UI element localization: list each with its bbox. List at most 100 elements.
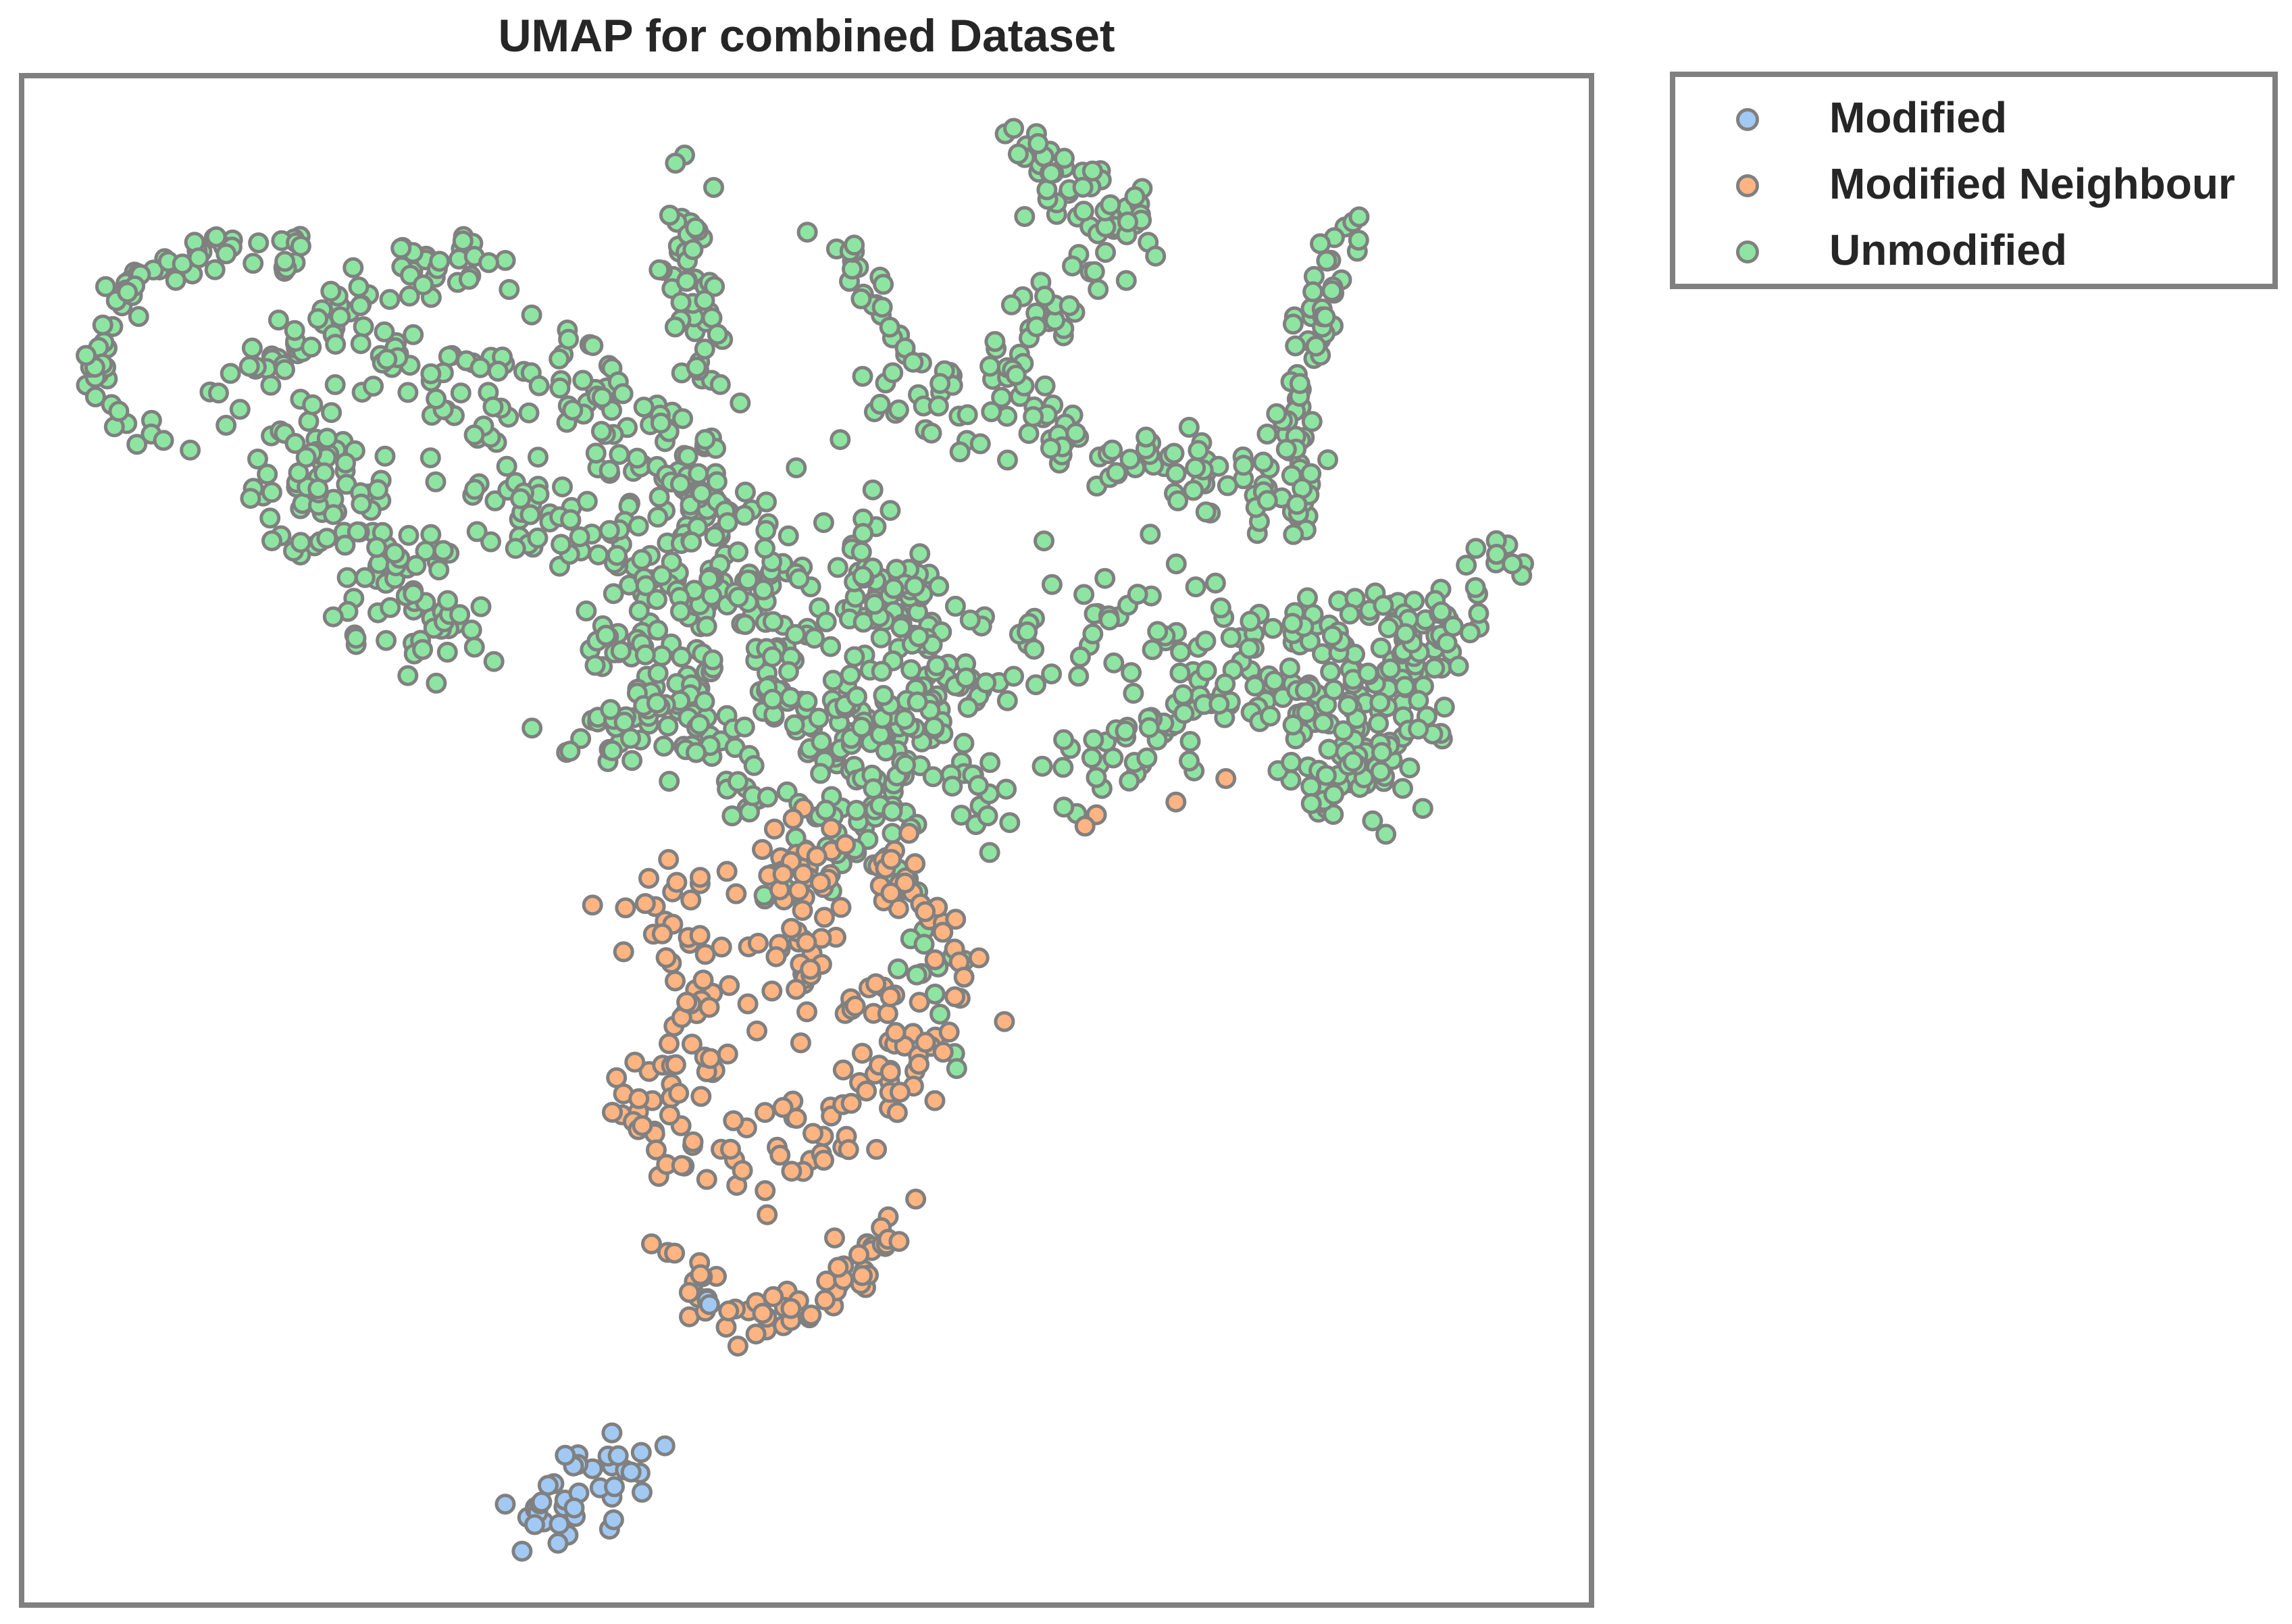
data-point-modified-neighbour [1165, 791, 1187, 813]
data-point-unmodified [694, 290, 715, 311]
data-point-unmodified [1313, 712, 1334, 734]
data-point-unmodified [979, 355, 1000, 377]
data-point-unmodified [1172, 684, 1194, 705]
data-point-modified-neighbour [717, 1043, 738, 1065]
data-point-unmodified [527, 527, 549, 549]
data-point-unmodified [1106, 462, 1127, 484]
data-point-unmodified [1220, 627, 1242, 649]
data-point-unmodified [1348, 206, 1370, 228]
data-point-unmodified [757, 786, 778, 808]
data-point-unmodified [600, 699, 621, 720]
data-point-unmodified [397, 665, 419, 686]
data-point-unmodified [243, 253, 264, 274]
data-point-unmodified [384, 542, 405, 564]
data-point-unmodified [464, 478, 486, 500]
data-point-unmodified [248, 232, 270, 253]
series-modified [494, 1289, 720, 1562]
data-point-modified-neighbour [806, 846, 827, 867]
data-point-unmodified [241, 337, 263, 359]
legend-entry-unmodified: Unmodified [1675, 220, 2272, 281]
data-point-unmodified [1173, 703, 1195, 724]
data-point-modified-neighbour [924, 1090, 946, 1111]
scatter-plot [76, 118, 1534, 1562]
data-point-unmodified [879, 316, 900, 338]
data-point-modified-neighbour [719, 975, 740, 996]
data-point-unmodified [428, 559, 450, 581]
data-point-unmodified [830, 429, 851, 451]
data-point-modified-neighbour [678, 1282, 700, 1303]
data-point-unmodified [1121, 662, 1142, 684]
data-point-unmodified [307, 478, 329, 500]
data-point-unmodified [1000, 294, 1022, 315]
data-point-unmodified [1321, 625, 1343, 646]
data-point-unmodified [902, 351, 924, 373]
data-point-modified-neighbour [718, 1300, 740, 1322]
data-point-modified-neighbour [781, 917, 803, 939]
data-point-unmodified [921, 422, 942, 444]
data-point-unmodified [470, 596, 492, 617]
data-point-unmodified [659, 205, 680, 226]
data-point-unmodified [717, 512, 738, 534]
data-point-unmodified [689, 713, 710, 735]
data-point-modified-neighbour [752, 1302, 773, 1324]
legend-label-modified: Modified [1829, 93, 2008, 142]
data-point-modified-neighbour [781, 1161, 803, 1182]
data-point-unmodified [348, 276, 370, 298]
data-point-unmodified [1368, 713, 1390, 734]
data-point-unmodified [979, 842, 1000, 863]
data-point-modified-neighbour [655, 947, 677, 969]
data-point-unmodified [1262, 617, 1283, 639]
data-point-unmodified [813, 512, 834, 534]
data-point-unmodified [1502, 553, 1523, 575]
data-point-unmodified [686, 742, 707, 763]
data-point-modified-neighbour [994, 1011, 1015, 1032]
data-point-unmodified [261, 482, 282, 503]
data-point-unmodified [676, 271, 697, 292]
data-point-unmodified [762, 611, 784, 632]
data-point-unmodified [761, 646, 783, 667]
data-point-unmodified [1283, 524, 1304, 545]
data-point-modified-neighbour [838, 1139, 859, 1161]
data-point-unmodified [1317, 449, 1339, 471]
data-point-modified-neighbour [690, 1264, 711, 1286]
data-point-unmodified [721, 805, 743, 827]
data-point-unmodified [295, 447, 317, 468]
legend-marker-modified-neighbour [1736, 174, 1759, 197]
data-point-modified-neighbour [658, 848, 680, 870]
data-point-modified-neighbour [755, 1180, 776, 1201]
data-point-unmodified [1244, 676, 1266, 697]
data-point-unmodified [551, 534, 572, 555]
data-point-unmodified [709, 374, 731, 395]
data-point-unmodified [979, 752, 1001, 773]
data-point-unmodified [301, 336, 322, 358]
legend-label-unmodified: Unmodified [1829, 226, 2067, 274]
data-point-modified [563, 1497, 585, 1519]
data-point-modified-neighbour [909, 992, 930, 1013]
data-point-unmodified [784, 714, 805, 736]
data-point-unmodified [671, 646, 692, 667]
data-point-unmodified [1282, 313, 1304, 335]
data-point-modified-neighbour [790, 1032, 811, 1054]
data-point-unmodified [549, 348, 570, 370]
data-point-unmodified [691, 482, 713, 504]
data-point-unmodified [620, 728, 641, 749]
data-point-unmodified [320, 280, 342, 302]
data-point-unmodified [850, 288, 872, 309]
data-point-unmodified [955, 667, 977, 688]
data-point-unmodified [1025, 674, 1046, 696]
data-point-unmodified [1007, 143, 1029, 165]
data-point-unmodified [894, 709, 915, 730]
data-point-unmodified [1014, 206, 1036, 227]
data-point-unmodified [1266, 403, 1288, 424]
data-point-unmodified [929, 1003, 950, 1025]
data-point-modified-neighbour [932, 921, 954, 943]
data-point-unmodified [1195, 501, 1217, 523]
data-point-unmodified [1320, 661, 1342, 682]
data-point-unmodified [1178, 417, 1200, 438]
data-point-unmodified [450, 382, 472, 404]
data-point-unmodified [1204, 572, 1226, 594]
data-point-unmodified [316, 428, 338, 449]
data-point-modified-neighbour [832, 1059, 854, 1081]
data-point-unmodified [1179, 731, 1201, 752]
data-point-unmodified [808, 707, 830, 729]
